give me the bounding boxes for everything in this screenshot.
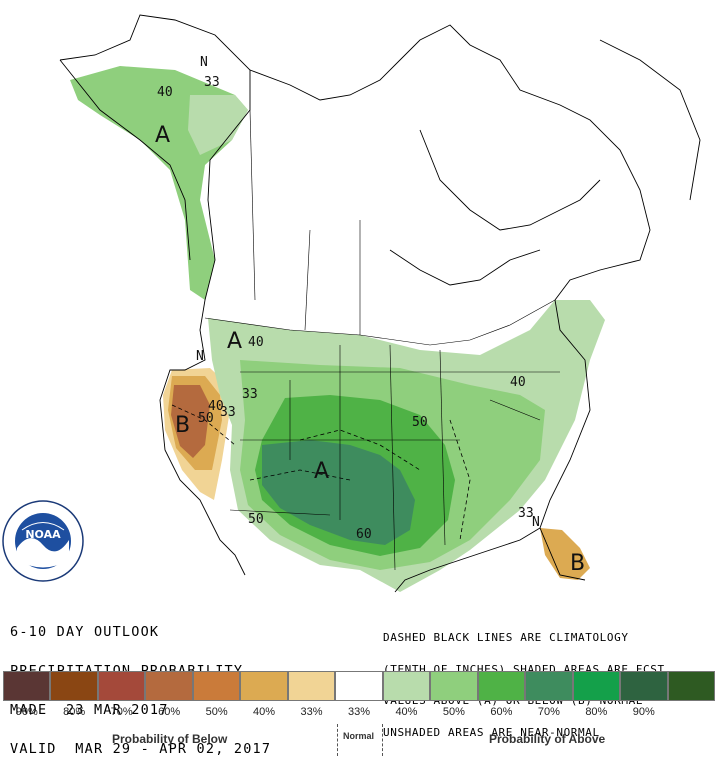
west-50-label: 50 (198, 411, 214, 426)
made-date: MADE 23 MAR 2017 (10, 702, 169, 718)
alaska-40-label: 40 (157, 85, 173, 100)
legend-swatch (382, 671, 431, 701)
alaska-above-marker: A (155, 123, 170, 148)
legend-divider-right (382, 724, 383, 756)
legend-tick-label: 90% (632, 706, 655, 718)
legend-swatch (192, 671, 241, 701)
outlook-title: 6-10 DAY OUTLOOK (10, 624, 160, 640)
legend-tick-label: 70% (110, 706, 133, 718)
northwest-above-marker: A (227, 329, 242, 354)
legend-tick-label: 40% (395, 706, 418, 718)
legend-tick-label: 70% (537, 706, 560, 718)
legend-swatch (50, 671, 98, 701)
legend-swatch (525, 671, 573, 701)
alaska-above-33 (188, 95, 248, 155)
legend-divider-left (337, 724, 338, 756)
legend-swatch (667, 671, 716, 701)
legend-swatch (572, 671, 621, 701)
noaa-logo: NOAA (2, 500, 84, 582)
florida-below-33 (540, 528, 590, 580)
legend-below-caption: Probability of Below (112, 732, 228, 746)
northwest-40-label: 40 (248, 335, 264, 350)
legend-swatch (240, 671, 288, 701)
legend-tick-label: 40% (253, 706, 276, 718)
center-50-label: 50 (412, 415, 428, 430)
legend-tick-label: 50% (442, 706, 465, 718)
legend-swatch (287, 671, 336, 701)
legend-swatch (477, 671, 526, 701)
florida-n-label: N (532, 515, 540, 530)
legend-tick-label: 33% (347, 706, 371, 718)
precipitation-outlook-map: N 33 40 A A 40 N 40 50 33 33 B A 50 50 6… (2, 14, 701, 593)
legend-swatch (620, 671, 668, 701)
valid-range: VALID MAR 29 - APR 02, 2017 (10, 741, 272, 757)
legend-tick-label: 60% (490, 706, 513, 718)
legend-tick-label: 50% (205, 706, 228, 718)
west-below-marker: B (175, 413, 190, 438)
legend-swatch (3, 671, 51, 701)
west-n-label: N (196, 349, 204, 364)
note-line-1: DASHED BLACK LINES ARE CLIMATOLOGY (383, 631, 629, 644)
legend-tick-label: 80% (63, 706, 86, 718)
legend-above-caption: Probability of Above (489, 732, 606, 746)
legend-swatch (97, 671, 146, 701)
west-below-50 (171, 385, 210, 458)
florida-below-marker: B (570, 551, 585, 576)
northeast-40-label: 40 (510, 375, 526, 390)
alaska-n-label: N (200, 55, 208, 70)
note-line-4: UNSHADED AREAS ARE NEAR-NORMAL (383, 725, 600, 739)
center-60-label: 60 (356, 527, 372, 542)
west-33b-label: 33 (242, 387, 258, 402)
political-borders (204, 109, 560, 571)
legend-tick-label: 90% (15, 706, 38, 718)
center-above-marker: A (314, 459, 329, 484)
noaa-logo-text: NOAA (25, 528, 61, 541)
note-line-2: (TENTH OF INCHES) SHADED AREAS ARE FCST (383, 662, 665, 676)
legend-tick-label: 33% (300, 706, 323, 718)
legend-swatch (335, 671, 383, 701)
legend-tick-label: 80% (585, 706, 608, 718)
legend-tick-label: 60% (158, 706, 181, 718)
west-33-label: 33 (220, 405, 236, 420)
legend-normal-caption: Normal (343, 731, 375, 741)
florida-33-label: 33 (518, 506, 534, 521)
legend-swatch (430, 671, 478, 701)
conus-above-60 (262, 440, 415, 545)
center-50b-label: 50 (248, 512, 264, 527)
legend-color-bar (3, 671, 716, 701)
coastlines (59, 14, 701, 593)
legend-swatch (145, 671, 193, 701)
west-40-label: 40 (208, 399, 224, 414)
climatology-lines (171, 404, 471, 541)
alaska-33-label: 33 (204, 75, 220, 90)
